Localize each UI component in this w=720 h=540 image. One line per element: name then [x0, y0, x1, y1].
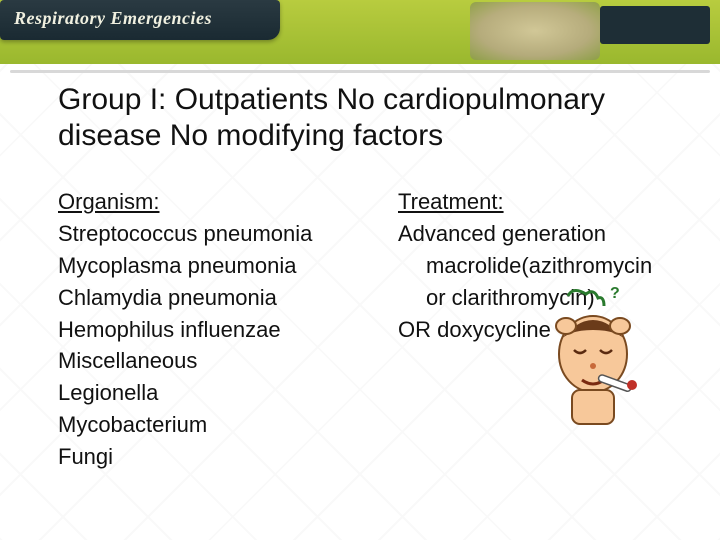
organism-item: Hemophilus influenzae [58, 314, 378, 346]
header-brand-text: Respiratory Emergencies [0, 0, 280, 37]
header-brand-panel: Respiratory Emergencies [0, 0, 280, 40]
treatment-line: Advanced generation [398, 218, 680, 250]
organism-item: Streptococcus pneumonia [58, 218, 378, 250]
sick-person-icon: ? [538, 284, 648, 434]
organism-item: Mycobacterium [58, 409, 378, 441]
organism-item: Miscellaneous [58, 345, 378, 377]
organism-item: Mycoplasma pneumonia [58, 250, 378, 282]
organism-item: Legionella [58, 377, 378, 409]
slide-title: Group I: Outpatients No cardiopulmonary … [58, 82, 662, 154]
organism-heading: Organism: [58, 186, 378, 218]
header-darkbox [600, 6, 710, 44]
treatment-heading: Treatment: [398, 186, 680, 218]
svg-text:?: ? [610, 285, 620, 302]
organism-column: Organism: Streptococcus pneumonia Mycopl… [58, 186, 378, 473]
content-columns: Organism: Streptococcus pneumonia Mycopl… [58, 186, 680, 473]
header-divider [10, 70, 710, 73]
header-band: Respiratory Emergencies [0, 0, 720, 64]
treatment-line: macrolide(azithromycin [398, 250, 680, 282]
organism-item: Fungi [58, 441, 378, 473]
treatment-column: Treatment: Advanced generation macrolide… [398, 186, 680, 473]
organism-item: Chlamydia pneumonia [58, 282, 378, 314]
header-photo [470, 2, 600, 60]
